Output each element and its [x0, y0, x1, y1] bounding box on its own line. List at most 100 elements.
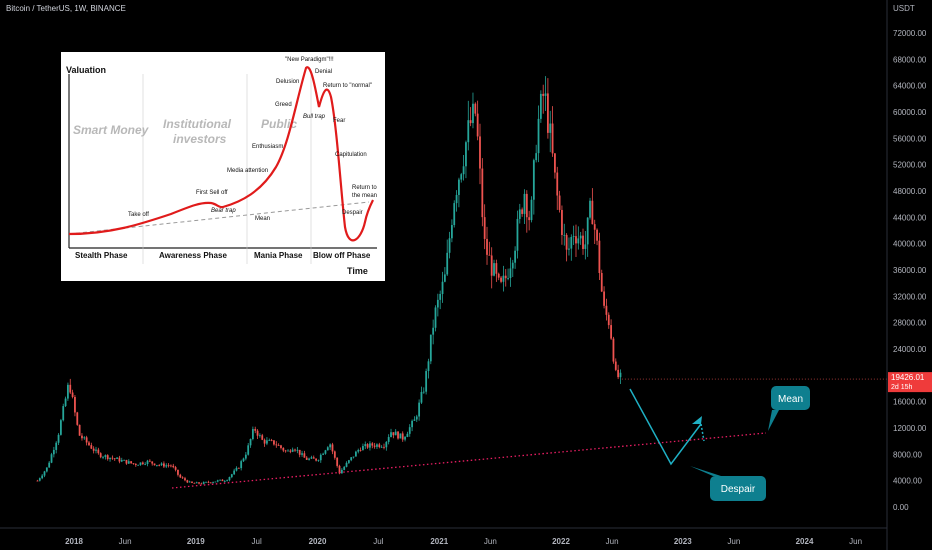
- candle: [619, 369, 622, 384]
- candle: [132, 463, 135, 465]
- y-tick-label: 4000.00: [893, 477, 922, 486]
- candle: [202, 481, 205, 485]
- candle: [577, 226, 580, 250]
- candle: [127, 459, 130, 464]
- callout-despair[interactable]: Despair: [690, 466, 766, 501]
- candle: [270, 438, 273, 442]
- candle: [511, 259, 514, 278]
- lbl-bull-trap: Bull trap: [303, 114, 326, 120]
- x-tick-label: Jun: [606, 537, 619, 546]
- candle: [565, 233, 568, 262]
- y-tick-label: 28000.00: [893, 319, 927, 328]
- candle: [59, 418, 62, 436]
- candle: [357, 448, 360, 454]
- candle: [249, 438, 252, 448]
- candle: [542, 84, 545, 114]
- candle: [322, 452, 325, 456]
- candle: [244, 452, 247, 461]
- candle: [74, 394, 76, 417]
- x-tick-label: 2019: [187, 537, 205, 546]
- candle: [500, 276, 502, 284]
- candle: [296, 446, 299, 454]
- candle: [362, 443, 364, 451]
- y-tick-label: 32000.00: [893, 292, 927, 301]
- candle: [439, 290, 442, 310]
- candle: [610, 319, 613, 340]
- candle: [45, 467, 48, 473]
- candle: [233, 468, 236, 475]
- y-tick-label: 0.00: [893, 503, 909, 512]
- candle: [598, 232, 601, 281]
- candle: [607, 312, 610, 329]
- candle: [490, 247, 493, 289]
- callout-mean[interactable]: Mean: [768, 386, 810, 431]
- candle: [415, 414, 418, 423]
- candle: [535, 144, 538, 163]
- y-tick-label: 16000.00: [893, 398, 927, 407]
- candle: [497, 272, 500, 281]
- candle: [331, 442, 334, 455]
- candle: [385, 441, 388, 451]
- candle: [312, 455, 315, 459]
- x-tick-label: Jun: [849, 537, 862, 546]
- candle: [472, 92, 474, 129]
- last-price-countdown: 2d 15h: [891, 384, 913, 391]
- candle: [523, 189, 526, 225]
- candle: [289, 449, 292, 454]
- candle: [200, 482, 203, 485]
- candle: [212, 481, 214, 484]
- candle: [284, 449, 287, 453]
- inset-xaxis-label: Time: [347, 266, 368, 276]
- candle: [186, 479, 189, 484]
- candle: [326, 446, 329, 451]
- candle: [617, 364, 620, 380]
- candle: [88, 441, 90, 447]
- candle: [556, 166, 559, 210]
- candle: [418, 399, 421, 421]
- candle: [530, 196, 533, 223]
- candle: [118, 455, 121, 464]
- candle: [528, 210, 531, 231]
- candle: [148, 459, 151, 463]
- y-tick-label: 56000.00: [893, 134, 927, 143]
- candle: [558, 190, 561, 213]
- candle: [151, 461, 154, 466]
- candle: [570, 234, 573, 261]
- candle: [455, 190, 458, 212]
- y-tick-label: 24000.00: [893, 345, 927, 354]
- candle: [404, 435, 406, 442]
- candle: [359, 447, 362, 452]
- candle: [584, 230, 587, 260]
- candle: [436, 293, 439, 317]
- y-tick-label: 44000.00: [893, 213, 927, 222]
- candle: [247, 443, 250, 456]
- y-tick-label: 36000.00: [893, 266, 927, 275]
- candle: [371, 442, 374, 449]
- candle: [319, 453, 322, 463]
- y-tick-label: 52000.00: [893, 161, 927, 170]
- candle: [273, 440, 275, 446]
- candle: [38, 477, 41, 482]
- candle: [195, 481, 198, 484]
- candle: [575, 224, 577, 258]
- candle: [76, 411, 79, 426]
- candle: [123, 459, 126, 461]
- x-tick-label: 2022: [552, 537, 570, 546]
- candle: [99, 452, 102, 459]
- candle: [179, 473, 182, 479]
- candle: [493, 259, 495, 277]
- candle: [209, 482, 212, 484]
- candle: [301, 450, 303, 457]
- candle: [441, 271, 444, 303]
- candle: [198, 482, 200, 485]
- candle: [537, 105, 540, 163]
- market-cycle-inset: Valuation Time Smart Money Institutional…: [61, 52, 385, 281]
- y-tick-label: 68000.00: [893, 55, 927, 64]
- candle: [141, 461, 144, 466]
- x-tick-label: 2018: [65, 537, 83, 546]
- lbl-return-to: Return to: [352, 185, 377, 191]
- candle: [413, 416, 416, 421]
- candle: [460, 172, 463, 183]
- candle: [401, 431, 404, 442]
